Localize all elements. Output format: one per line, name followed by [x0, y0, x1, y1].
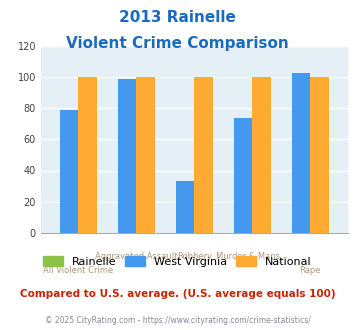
- Text: Violent Crime Comparison: Violent Crime Comparison: [66, 36, 289, 51]
- Bar: [292, 73, 310, 233]
- Text: Aggravated Assault: Aggravated Assault: [95, 252, 178, 261]
- Bar: [252, 77, 271, 233]
- Bar: [176, 182, 195, 233]
- Text: 2013 Rainelle: 2013 Rainelle: [119, 10, 236, 25]
- Bar: [60, 110, 78, 233]
- Text: © 2025 CityRating.com - https://www.cityrating.com/crime-statistics/: © 2025 CityRating.com - https://www.city…: [45, 316, 310, 325]
- Bar: [234, 118, 252, 233]
- Text: All Violent Crime: All Violent Crime: [43, 266, 114, 275]
- Bar: [136, 77, 155, 233]
- Text: Compared to U.S. average. (U.S. average equals 100): Compared to U.S. average. (U.S. average …: [20, 289, 335, 299]
- Text: Rape: Rape: [300, 266, 321, 275]
- Bar: [78, 77, 97, 233]
- Bar: [118, 79, 136, 233]
- Legend: Rainelle, West Virginia, National: Rainelle, West Virginia, National: [43, 256, 312, 267]
- Bar: [195, 77, 213, 233]
- Text: Murder & Mans...: Murder & Mans...: [216, 252, 288, 261]
- Text: Robbery: Robbery: [177, 252, 212, 261]
- Bar: [310, 77, 329, 233]
